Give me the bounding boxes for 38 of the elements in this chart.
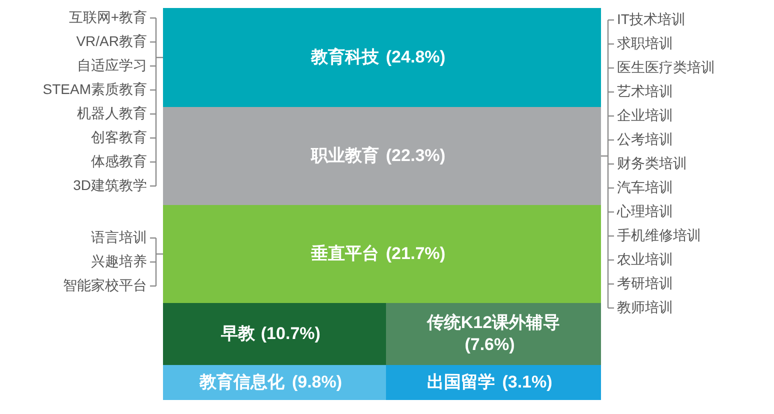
category-label: 教育信息化 — [198, 372, 286, 392]
text: VR/AR教育 — [76, 33, 147, 49]
text: 语言培训 — [91, 229, 147, 245]
text: 3D建筑教学 — [73, 177, 147, 193]
text: 心理培训 — [617, 203, 673, 219]
category-label: 职业教育 — [310, 145, 379, 165]
data-label: (9.8%) — [292, 372, 342, 392]
data-label: (21.7%) — [386, 244, 446, 263]
text: 自适应学习 — [77, 57, 147, 73]
text: 艺术培训 — [617, 83, 673, 99]
text: 体感教育 — [91, 153, 147, 169]
text: 企业培训 — [617, 107, 673, 123]
text: 农业培训 — [617, 251, 673, 267]
text: 智能家校平台 — [63, 277, 147, 293]
data-label: (10.7%) — [260, 324, 320, 343]
category-label: 早教 — [220, 324, 256, 343]
category-label: 出国留学 — [427, 372, 496, 392]
data-label: (7.6%) — [464, 335, 515, 354]
text: 公考培训 — [617, 131, 673, 147]
text: 求职培训 — [617, 35, 673, 51]
category-label: 垂直平台 — [310, 244, 379, 263]
text: 手机维修培训 — [617, 227, 701, 243]
data-label: (24.8%) — [386, 48, 446, 66]
text: 创客教育 — [91, 129, 147, 145]
data-label: (3.1%) — [502, 372, 552, 392]
category-label: 传统K12课外辅导 — [426, 313, 560, 332]
text: STEAM素质教育 — [42, 81, 147, 97]
text: 机器人教育 — [77, 105, 147, 121]
text: 兴趣培养 — [91, 253, 147, 269]
text: IT技术培训 — [617, 11, 686, 27]
text: 互联网+教育 — [68, 9, 147, 25]
text: 考研培训 — [617, 275, 673, 291]
text: 医生医疗类培训 — [617, 59, 715, 75]
text: 财务类培训 — [617, 155, 687, 171]
text: 教师培训 — [617, 299, 673, 315]
data-label: (22.3%) — [386, 146, 446, 165]
text: 汽车培训 — [617, 179, 673, 195]
category-label: 教育科技 — [310, 46, 380, 66]
